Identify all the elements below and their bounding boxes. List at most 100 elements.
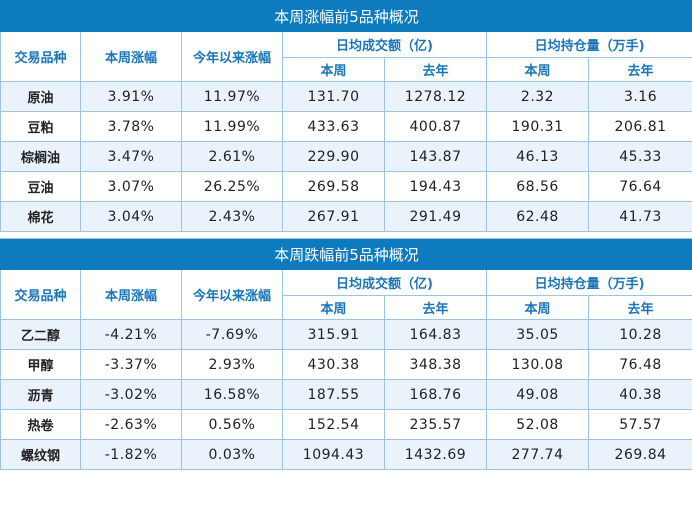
turnover-week-value: 315.91 xyxy=(282,319,385,350)
turnover-last-value: 400.87 xyxy=(384,111,487,142)
oi-week-value: 49.08 xyxy=(486,379,589,410)
week-change-value: -3.02% xyxy=(80,379,182,410)
turnover-week-value: 267.91 xyxy=(282,201,385,232)
variety-name: 热卷 xyxy=(0,409,81,440)
losers-title: 本周跌幅前5品种概况 xyxy=(0,238,692,270)
header-ytd-change: 今年以来涨幅 xyxy=(181,269,283,320)
oi-last-value: 269.84 xyxy=(587,439,692,470)
turnover-last-value: 143.87 xyxy=(384,141,487,172)
turnover-last-value: 168.76 xyxy=(384,379,487,410)
turnover-last-value: 1432.69 xyxy=(384,439,487,470)
week-change-value: -2.63% xyxy=(80,409,182,440)
ytd-change-value: 11.99% xyxy=(181,111,283,142)
variety-name: 螺纹钢 xyxy=(0,439,81,470)
oi-week-value: 62.48 xyxy=(486,201,589,232)
oi-last-value: 76.48 xyxy=(587,349,692,380)
header-oi-this-week: 本周 xyxy=(486,57,589,82)
turnover-last-value: 164.83 xyxy=(384,319,487,350)
ytd-change-value: 2.93% xyxy=(181,349,283,380)
variety-name: 甲醇 xyxy=(0,349,81,380)
oi-week-value: 277.74 xyxy=(486,439,589,470)
week-change-value: 3.91% xyxy=(80,81,182,112)
table-row: 棉花 3.04% 2.43% 267.91 291.49 62.48 41.73 xyxy=(0,201,692,232)
table-row: 豆油 3.07% 26.25% 269.58 194.43 68.56 76.6… xyxy=(0,171,692,202)
header-avg-turnover: 日均成交额（亿) xyxy=(282,31,487,58)
oi-week-value: 2.32 xyxy=(486,81,589,112)
turnover-week-value: 131.70 xyxy=(282,81,385,112)
table-row: 棕榈油 3.47% 2.61% 229.90 143.87 46.13 45.3… xyxy=(0,141,692,172)
oi-last-value: 41.73 xyxy=(587,201,692,232)
turnover-last-value: 1278.12 xyxy=(384,81,487,112)
oi-week-value: 46.13 xyxy=(486,141,589,172)
header-variety: 交易品种 xyxy=(0,31,81,82)
turnover-week-value: 1094.43 xyxy=(282,439,385,470)
ytd-change-value: 26.25% xyxy=(181,171,283,202)
header-ytd-change: 今年以来涨幅 xyxy=(181,31,283,82)
week-change-value: 3.04% xyxy=(80,201,182,232)
table-row: 原油 3.91% 11.97% 131.70 1278.12 2.32 3.16 xyxy=(0,81,692,112)
oi-last-value: 40.38 xyxy=(587,379,692,410)
ytd-change-value: 0.03% xyxy=(181,439,283,470)
week-change-value: 3.47% xyxy=(80,141,182,172)
table-row: 乙二醇 -4.21% -7.69% 315.91 164.83 35.05 10… xyxy=(0,319,692,350)
turnover-week-value: 229.90 xyxy=(282,141,385,172)
variety-name: 沥青 xyxy=(0,379,81,410)
ytd-change-value: 16.58% xyxy=(181,379,283,410)
header-avg-turnover: 日均成交额（亿) xyxy=(282,269,487,296)
oi-last-value: 3.16 xyxy=(587,81,692,112)
turnover-last-value: 235.57 xyxy=(384,409,487,440)
turnover-last-value: 194.43 xyxy=(384,171,487,202)
variety-name: 棉花 xyxy=(0,201,81,232)
turnover-last-value: 348.38 xyxy=(384,349,487,380)
header-oi-last-year: 去年 xyxy=(587,57,692,82)
oi-last-value: 76.64 xyxy=(587,171,692,202)
header-avg-open-interest: 日均持仓量（万手) xyxy=(485,269,692,296)
week-change-value: 3.07% xyxy=(80,171,182,202)
turnover-week-value: 152.54 xyxy=(282,409,385,440)
ytd-change-value: -7.69% xyxy=(181,319,283,350)
oi-last-value: 45.33 xyxy=(587,141,692,172)
turnover-week-value: 433.63 xyxy=(282,111,385,142)
header-avg-open-interest: 日均持仓量（万手) xyxy=(485,31,692,58)
oi-last-value: 10.28 xyxy=(587,319,692,350)
week-change-value: -4.21% xyxy=(80,319,182,350)
gainers-title: 本周涨幅前5品种概况 xyxy=(0,0,692,32)
header-week-change: 本周涨幅 xyxy=(80,269,182,320)
header-oi-last-year: 去年 xyxy=(587,295,692,320)
table-row: 甲醇 -3.37% 2.93% 430.38 348.38 130.08 76.… xyxy=(0,349,692,380)
losers-section: 本周跌幅前5品种概况 交易品种 本周涨幅 今年以来涨幅 日均成交额（亿) 日均持… xyxy=(0,231,692,470)
section-spacer xyxy=(0,231,692,239)
week-change-value: -1.82% xyxy=(80,439,182,470)
turnover-week-value: 187.55 xyxy=(282,379,385,410)
oi-week-value: 190.31 xyxy=(486,111,589,142)
table-row: 热卷 -2.63% 0.56% 152.54 235.57 52.08 57.5… xyxy=(0,409,692,440)
header-turnover-this-week: 本周 xyxy=(282,57,385,82)
oi-last-value: 206.81 xyxy=(587,111,692,142)
oi-week-value: 68.56 xyxy=(486,171,589,202)
oi-week-value: 130.08 xyxy=(486,349,589,380)
futures-summary-table: 本周涨幅前5品种概况 交易品种 本周涨幅 今年以来涨幅 日均成交额（亿) 日均持… xyxy=(0,0,692,470)
variety-name: 原油 xyxy=(0,81,81,112)
header-turnover-this-week: 本周 xyxy=(282,295,385,320)
week-change-value: 3.78% xyxy=(80,111,182,142)
header-variety: 交易品种 xyxy=(0,269,81,320)
ytd-change-value: 0.56% xyxy=(181,409,283,440)
oi-week-value: 52.08 xyxy=(486,409,589,440)
table-row: 螺纹钢 -1.82% 0.03% 1094.43 1432.69 277.74 … xyxy=(0,439,692,470)
variety-name: 豆粕 xyxy=(0,111,81,142)
ytd-change-value: 11.97% xyxy=(181,81,283,112)
gainers-section: 本周涨幅前5品种概况 交易品种 本周涨幅 今年以来涨幅 日均成交额（亿) 日均持… xyxy=(0,0,692,232)
header-turnover-last-year: 去年 xyxy=(384,57,487,82)
turnover-last-value: 291.49 xyxy=(384,201,487,232)
variety-name: 豆油 xyxy=(0,171,81,202)
turnover-week-value: 430.38 xyxy=(282,349,385,380)
ytd-change-value: 2.43% xyxy=(181,201,283,232)
header-turnover-last-year: 去年 xyxy=(384,295,487,320)
oi-last-value: 57.57 xyxy=(587,409,692,440)
header-week-change: 本周涨幅 xyxy=(80,31,182,82)
variety-name: 乙二醇 xyxy=(0,319,81,350)
table-row: 沥青 -3.02% 16.58% 187.55 168.76 49.08 40.… xyxy=(0,379,692,410)
oi-week-value: 35.05 xyxy=(486,319,589,350)
variety-name: 棕榈油 xyxy=(0,141,81,172)
table-row: 豆粕 3.78% 11.99% 433.63 400.87 190.31 206… xyxy=(0,111,692,142)
